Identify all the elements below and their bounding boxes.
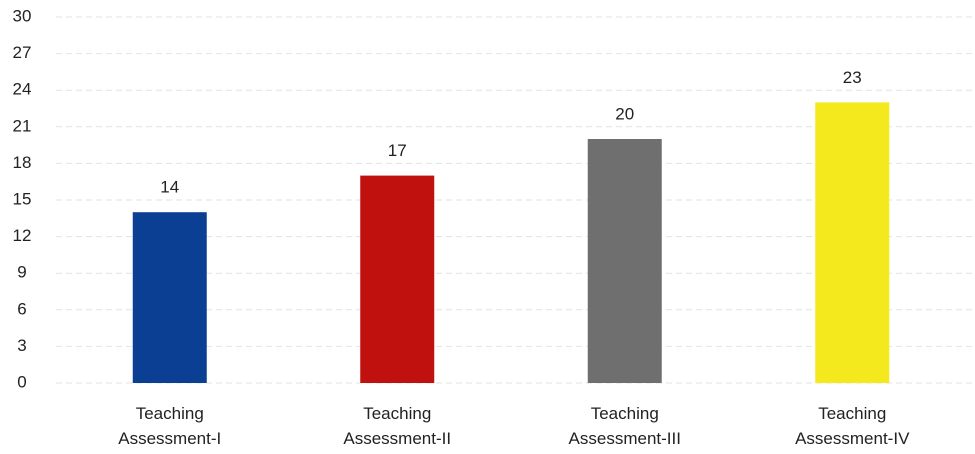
y-tick-label: 15 [13, 189, 32, 208]
bar [132, 212, 207, 383]
bar [587, 139, 662, 383]
data-label: 17 [388, 141, 407, 160]
bar [815, 102, 890, 384]
y-tick-label: 30 [13, 6, 32, 25]
y-tick-label: 21 [13, 116, 32, 135]
data-label: 23 [843, 68, 862, 87]
x-tick-label: Teaching Assessment-IV [795, 404, 910, 448]
x-tick-label: Teaching Assessment-II [343, 404, 452, 448]
y-tick-label: 24 [13, 80, 32, 99]
y-tick-label: 0 [17, 372, 26, 391]
y-tick-label: 12 [13, 226, 32, 245]
y-tick-label: 6 [17, 299, 26, 318]
y-tick-label: 27 [13, 43, 32, 62]
data-label: 20 [615, 104, 634, 123]
y-tick-label: 18 [13, 153, 32, 172]
y-tick-label: 3 [17, 336, 26, 355]
bar [360, 175, 435, 383]
y-tick-label: 9 [17, 263, 26, 282]
x-tick-label: Teaching Assessment-I [118, 404, 222, 448]
x-tick-label: Teaching Assessment-III [568, 404, 681, 448]
data-label: 14 [160, 178, 179, 197]
